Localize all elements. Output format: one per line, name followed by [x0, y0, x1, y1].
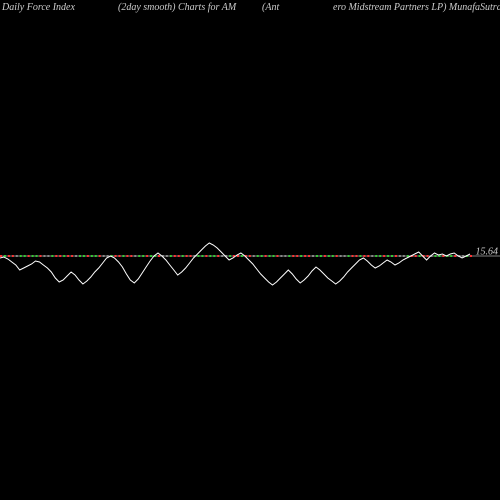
- chart-svg: [0, 0, 500, 500]
- price-label: 15.64: [476, 247, 499, 258]
- force-index-chart: [0, 0, 500, 500]
